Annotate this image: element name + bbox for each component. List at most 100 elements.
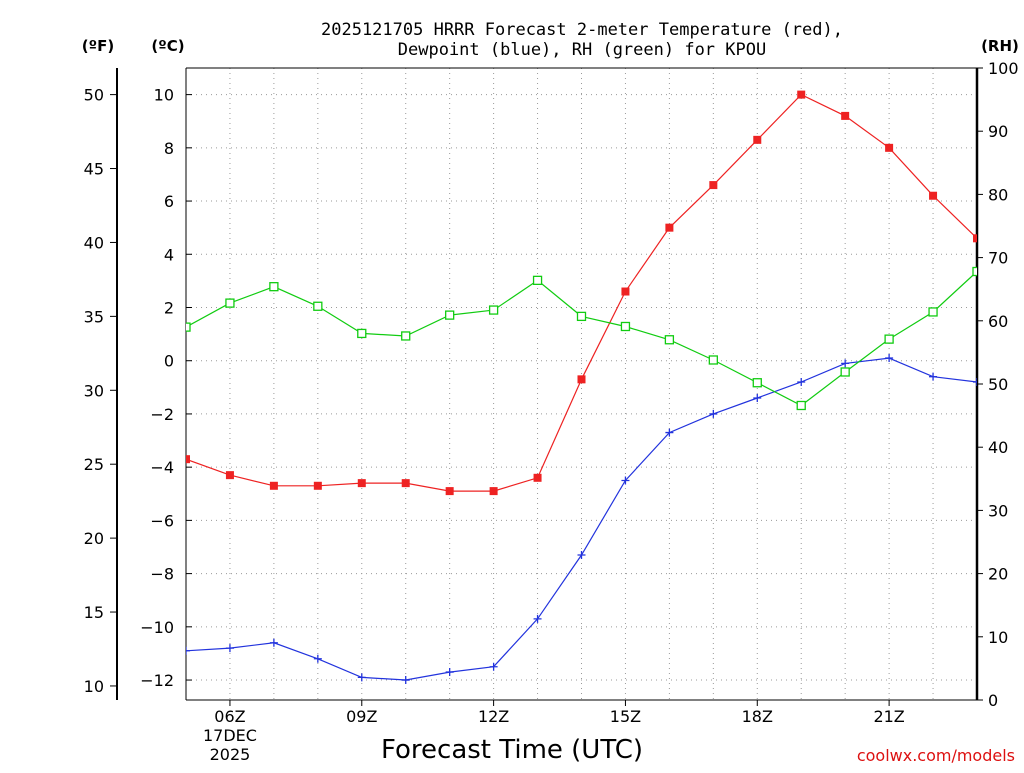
fahrenheit-tick-label: 40 bbox=[84, 233, 104, 252]
dewpoint-point bbox=[489, 662, 498, 671]
relative-humidity-point bbox=[708, 355, 718, 365]
2-meter-temperature-point bbox=[269, 481, 278, 490]
chart-title-line-2: Dewpoint (blue), RH (green) for KPOU bbox=[398, 40, 766, 60]
celsius-unit-label: (ºC) bbox=[151, 37, 184, 55]
2-meter-temperature-point bbox=[313, 481, 322, 490]
2-meter-temperature-point bbox=[401, 479, 410, 488]
celsius-tick-label: 10 bbox=[154, 86, 174, 105]
fahrenheit-tick-label: 50 bbox=[84, 86, 104, 105]
celsius-tick-label: −2 bbox=[150, 405, 174, 424]
relative-humidity-point bbox=[225, 298, 235, 308]
relative-humidity-point bbox=[664, 335, 675, 345]
rh-tick-label: 10 bbox=[988, 628, 1008, 647]
dewpoint-point bbox=[401, 676, 410, 685]
relative-humidity-point bbox=[532, 275, 543, 286]
rh-tick-label: 50 bbox=[988, 375, 1008, 394]
celsius-tick-label: −12 bbox=[140, 671, 174, 690]
relative-humidity-point bbox=[269, 282, 279, 292]
tick-labels: 1086420−2−4−6−8−10−125045403530252015101… bbox=[84, 59, 1019, 764]
relative-humidity-point bbox=[796, 400, 806, 411]
fahrenheit-tick-label: 35 bbox=[84, 307, 104, 326]
2-meter-temperature-point bbox=[753, 135, 762, 144]
relative-humidity-point bbox=[840, 367, 850, 377]
relative-humidity-point bbox=[313, 301, 323, 311]
2-meter-temperature-point bbox=[709, 181, 718, 190]
celsius-tick-label: 0 bbox=[164, 352, 174, 371]
dewpoint-point bbox=[186, 646, 190, 655]
2-meter-temperature-point bbox=[445, 487, 454, 496]
dewpoint-point bbox=[885, 354, 894, 363]
fahrenheit-tick-label: 10 bbox=[84, 677, 104, 696]
plot-area bbox=[186, 90, 977, 685]
fahrenheit-tick-label: 30 bbox=[84, 381, 104, 400]
2-meter-temperature-point bbox=[973, 234, 977, 243]
dewpoint-point bbox=[577, 550, 586, 559]
relative-humidity-point bbox=[445, 310, 455, 320]
dewpoint-point bbox=[357, 673, 366, 682]
fahrenheit-tick-label: 45 bbox=[84, 160, 104, 179]
fahrenheit-unit-label: (ºF) bbox=[82, 37, 114, 55]
dewpoint-line bbox=[186, 357, 977, 681]
2-meter-temperature-point bbox=[489, 487, 498, 496]
fahrenheit-tick-label: 15 bbox=[84, 603, 104, 622]
rh-tick-label: 90 bbox=[988, 122, 1008, 141]
grid bbox=[185, 68, 978, 700]
celsius-tick-label: 4 bbox=[164, 245, 174, 264]
x-tick-date-label: 2025 bbox=[210, 745, 251, 764]
dewpoint-point bbox=[313, 654, 322, 663]
celsius-tick-label: −10 bbox=[140, 618, 174, 637]
2-meter-temperature-point bbox=[665, 223, 674, 232]
credit-label: coolwx.com/models bbox=[857, 746, 1015, 765]
2-meter-temperature-point bbox=[577, 375, 586, 384]
dewpoint-point bbox=[533, 614, 542, 623]
relative-humidity-point bbox=[357, 328, 367, 339]
relative-humidity-point bbox=[972, 266, 977, 277]
rh-tick-label: 70 bbox=[988, 249, 1008, 268]
x-tick-date-label: 17DEC bbox=[203, 726, 257, 745]
dewpoint-point bbox=[929, 372, 938, 381]
data-series bbox=[186, 90, 977, 685]
dewpoint-point bbox=[841, 359, 850, 368]
chart-title-line-1: 2025121705 HRRR Forecast 2-meter Tempera… bbox=[321, 20, 843, 40]
celsius-tick-label: 8 bbox=[164, 139, 174, 158]
relative-humidity-point bbox=[186, 322, 191, 332]
dewpoint-point bbox=[621, 476, 630, 485]
2-meter-temperature-point bbox=[885, 143, 894, 152]
fahrenheit-tick-label: 25 bbox=[84, 455, 104, 474]
x-tick-label: 12Z bbox=[478, 707, 509, 726]
2-meter-temperature-point bbox=[357, 479, 366, 488]
rh-tick-label: 20 bbox=[988, 565, 1008, 584]
celsius-tick-label: 2 bbox=[164, 298, 174, 317]
relative-humidity-point bbox=[401, 331, 411, 341]
2-meter-temperature-point bbox=[225, 471, 234, 480]
rh-tick-label: 100 bbox=[988, 59, 1019, 78]
relative-humidity-point bbox=[488, 305, 499, 315]
rh-unit-label: (RH) bbox=[981, 37, 1019, 55]
x-tick-label: 15Z bbox=[610, 707, 641, 726]
2-meter-temperature-point bbox=[841, 111, 850, 120]
rh-tick-label: 40 bbox=[988, 438, 1008, 457]
2-meter-temperature-line bbox=[186, 93, 977, 492]
x-tick-label: 21Z bbox=[873, 707, 904, 726]
dewpoint-point bbox=[225, 644, 234, 653]
fahrenheit-tick-label: 20 bbox=[84, 529, 104, 548]
relative-humidity-point bbox=[928, 307, 938, 317]
relative-humidity-point bbox=[752, 378, 762, 388]
rh-tick-label: 0 bbox=[988, 691, 998, 710]
celsius-tick-label: −4 bbox=[150, 458, 174, 477]
2-meter-temperature-point bbox=[621, 287, 630, 296]
rh-tick-label: 30 bbox=[988, 501, 1008, 520]
relative-humidity-point bbox=[884, 334, 894, 344]
2-meter-temperature-point bbox=[929, 191, 938, 200]
dewpoint-point bbox=[269, 638, 278, 647]
celsius-tick-label: −8 bbox=[150, 565, 174, 584]
axes bbox=[110, 67, 983, 706]
rh-tick-label: 80 bbox=[988, 185, 1008, 204]
dewpoint-point bbox=[753, 393, 762, 402]
dewpoint-point bbox=[665, 428, 674, 437]
x-tick-label: 18Z bbox=[742, 707, 773, 726]
dewpoint-point bbox=[973, 378, 977, 387]
rh-tick-label: 60 bbox=[988, 312, 1008, 331]
